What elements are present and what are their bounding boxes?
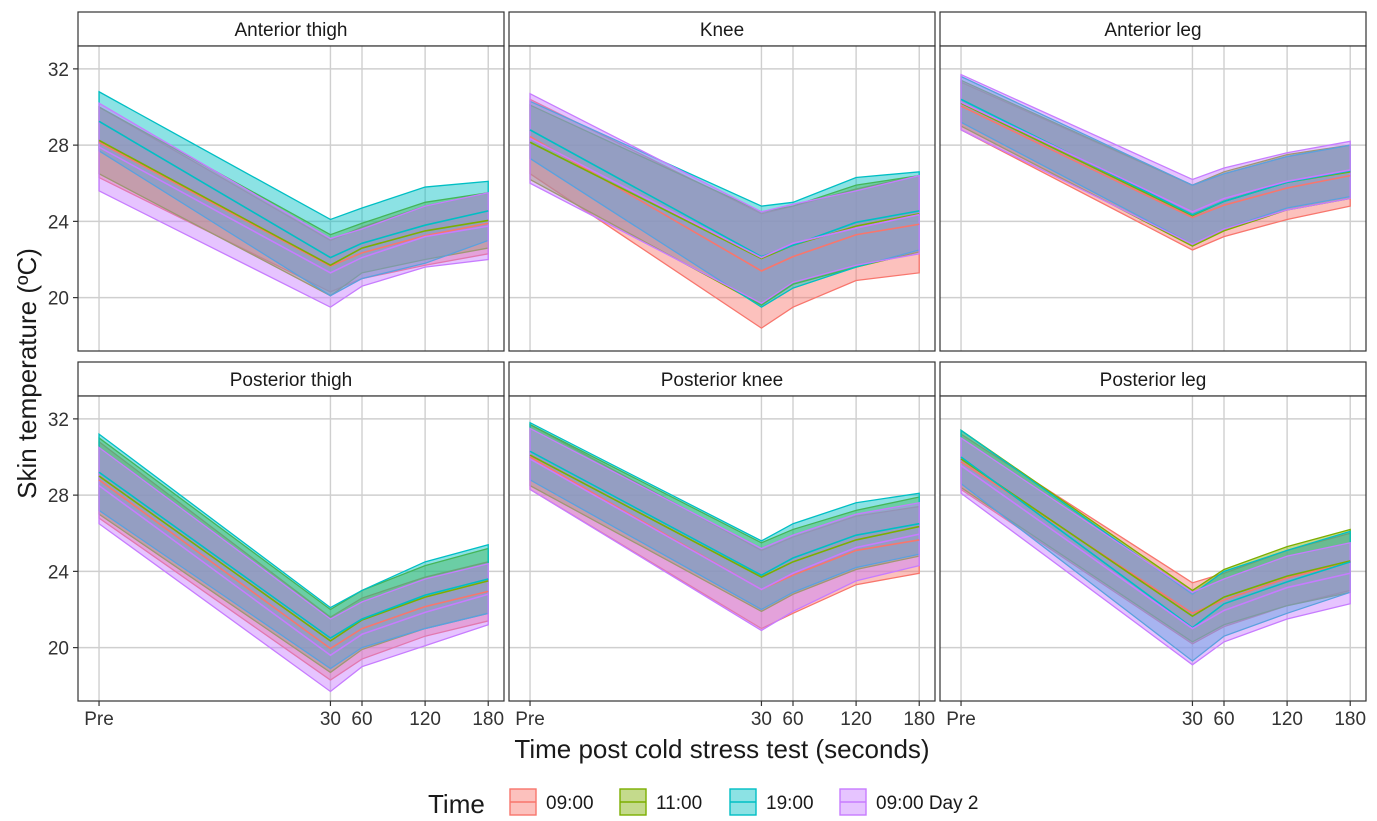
panel-posterior-thigh: Posterior thigh 20 24 28 32 Pre 30 60 120 180 [48,361,505,730]
x-tick-label: 180 [472,709,504,730]
mean-line-09-00-day-2 [529,458,920,591]
mean-line-09-00-day-2 [98,146,489,274]
x-axis-title: Time post cold stress test (seconds) [514,734,929,764]
ribbon-09-00-day-2 [960,73,1351,245]
panel-border [77,395,505,702]
mean-line-19-00 [960,98,1351,216]
mean-line-19-00 [98,471,489,640]
x-tick-label: 60 [351,709,372,730]
mean-line-11-00 [960,458,1351,618]
panel-border [939,395,1367,702]
y-tick-label: 28 [48,136,69,157]
x-tick-label: 30 [751,709,772,730]
y-tick-label: 32 [48,410,69,431]
ribbon-09-00-day-2 [98,102,489,308]
x-tick-label: Pre [515,709,545,730]
mean-line-11-00 [98,139,489,267]
x-tick-label: 30 [320,709,341,730]
mean-line-09-00-day-2 [98,484,489,657]
legend-label-19-00: 19:00 [766,793,814,814]
y-tick-label: 20 [48,289,69,310]
panel-border [508,45,936,352]
panel-posterior-leg: Posterior leg Pre 30 60 120 180 [939,361,1367,730]
mean-line-09-00-day-2 [960,464,1351,630]
panel-strip [508,11,936,47]
panel-anterior-leg: Anterior leg [939,11,1367,352]
mean-line-09-00 [529,135,920,272]
panel-border [939,45,1367,352]
x-tick-label: 60 [782,709,803,730]
y-tick-label: 32 [48,60,69,81]
ribbon-09-00-day-2 [529,427,920,632]
panel-strip [77,11,505,47]
x-tick-label: Pre [946,709,976,730]
ribbon-09-00 [529,423,920,630]
panel-border [508,395,936,702]
y-axis-title: Skin temperature (ºC) [12,248,42,499]
ribbon-09-00-day-2 [98,446,489,693]
x-tick-label: 180 [903,709,935,730]
mean-line-19-00 [529,129,920,258]
panel-title: Knee [700,20,744,41]
ribbon-09-00-day-2 [529,92,920,305]
ribbon-09-00-day-2 [960,436,1351,666]
panel-title: Posterior thigh [230,370,353,391]
x-tick-label: 120 [1271,709,1303,730]
mean-line-09-00 [98,479,489,650]
y-tick-label: 24 [48,212,70,233]
mean-line-19-00 [529,450,920,577]
panel-posterior-knee: Posterior knee Pre 30 60 120 180 [508,361,936,730]
panel-strip [508,361,936,397]
y-tick-label: 28 [48,486,69,507]
panel-title: Posterior knee [661,370,784,391]
mean-line-19-00 [98,120,489,259]
mean-line-09-00 [960,105,1351,219]
x-tick-label: 60 [1213,709,1234,730]
x-tick-label: Pre [84,709,114,730]
mean-line-09-00-day-2 [529,137,920,259]
plot-background [509,46,935,351]
legend: Time 09:00 11:00 19:00 09:00 Day 2 [428,788,978,819]
mean-line-11-00 [98,475,489,642]
panel-title: Posterior leg [1100,370,1207,391]
y-tick-label: 24 [48,562,70,583]
panel-strip [939,361,1367,397]
x-tick-label: 180 [1334,709,1366,730]
legend-label-09-00: 09:00 [546,793,594,814]
legend-label-11-00: 11:00 [656,793,702,814]
mean-line-09-00 [98,141,489,268]
mean-line-19-00 [960,456,1351,629]
x-tick-label: 120 [840,709,872,730]
panel-anterior-thigh: Anterior thigh 20 24 28 32 [48,11,505,352]
x-tick-label: 120 [409,709,441,730]
plot-background [78,46,504,351]
panel-title: Anterior thigh [234,20,347,41]
mean-line-09-00-day-2 [960,101,1351,213]
mean-line-11-00 [529,454,920,578]
y-tick-label: 20 [48,639,69,660]
x-tick-label: 30 [1182,709,1203,730]
panel-knee: Knee [508,11,936,352]
legend-title: Time [428,789,485,816]
panel-title: Anterior leg [1104,20,1201,41]
legend-label-09-00-day-2: 09:00 Day 2 [876,793,978,814]
panel-border [77,45,505,352]
